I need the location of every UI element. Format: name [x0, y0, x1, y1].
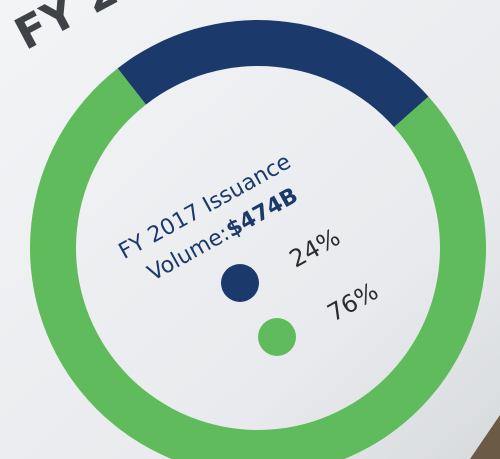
chart: FY 20 FY 2017 Issuance Volume: $474B 24%…	[0, 0, 500, 459]
page: FY 20 FY 2017 Issuance Volume: $474B 24%…	[0, 0, 500, 459]
legend-swatch	[258, 318, 296, 356]
legend-swatch	[221, 264, 259, 302]
